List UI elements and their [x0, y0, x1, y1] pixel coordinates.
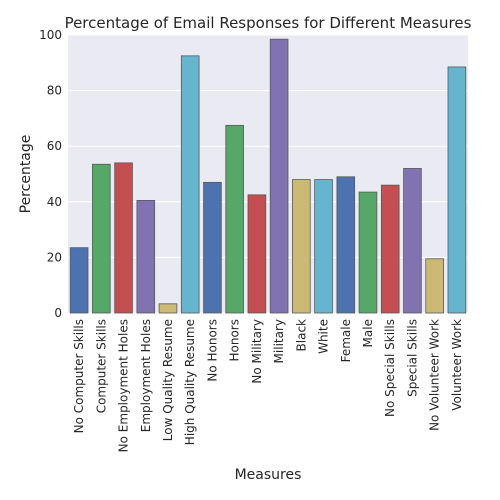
- bar-no-computer-skills: [69, 247, 89, 314]
- bar-no-special-skills: [380, 184, 400, 314]
- x-tick-label: Black: [294, 319, 308, 352]
- bar-special-skills: [403, 168, 422, 314]
- chart-title: Percentage of Email Responses for Differ…: [65, 14, 472, 32]
- x-tick-label: No Volunteer Work: [428, 319, 442, 431]
- bar-volunteer-work: [447, 66, 467, 314]
- x-tick-label: Employment Holes: [139, 319, 153, 432]
- x-tick-label: Special Skills: [405, 319, 419, 397]
- y-axis-ticks: 0 20 40 60 80 100: [39, 28, 62, 320]
- x-tick-label: Computer Skills: [94, 319, 108, 413]
- x-tick-label: No Employment Holes: [117, 319, 131, 452]
- x-tick-label: Volunteer Work: [450, 319, 464, 411]
- x-tick-label: Male: [361, 319, 375, 347]
- x-tick-label: White: [317, 319, 331, 354]
- bars: [69, 38, 467, 314]
- bar-black: [292, 179, 311, 314]
- y-tick-label: 0: [54, 306, 62, 320]
- y-tick-label: 80: [47, 84, 62, 98]
- x-tick-label: No Computer Skills: [72, 319, 86, 433]
- x-tick-label: No Special Skills: [383, 319, 397, 417]
- bar-computer-skills: [92, 163, 111, 314]
- bar-military: [269, 38, 289, 314]
- grid-lines: [68, 34, 468, 314]
- bar-no-employment-holes: [114, 162, 133, 314]
- bar-no-honors: [203, 181, 222, 314]
- y-tick-label: 20: [47, 250, 62, 264]
- x-tick-label: Honors: [228, 319, 242, 362]
- bar-white: [314, 179, 333, 314]
- bar-no-volunteer-work: [425, 258, 444, 314]
- y-tick-label: 100: [39, 28, 62, 42]
- x-tick-label: No Honors: [205, 319, 219, 382]
- y-tick-label: 40: [47, 195, 62, 209]
- bar-male: [358, 191, 378, 314]
- bar-no-military: [247, 194, 267, 314]
- bar-honors: [225, 124, 244, 314]
- bar-high-quality-resume: [180, 55, 200, 314]
- x-tick-label: No Military: [250, 319, 264, 384]
- x-tick-label: Low Quality Resume: [161, 319, 175, 441]
- x-tick-label: High Quality Resume: [183, 319, 197, 445]
- x-tick-label: Military: [272, 319, 286, 363]
- x-axis-label: Measures: [235, 467, 302, 483]
- y-tick-label: 60: [47, 139, 62, 153]
- x-axis-ticks: No Computer Skills Computer Skills No Empl…: [72, 319, 464, 452]
- bar-employment-holes: [136, 200, 156, 314]
- bar-female: [336, 176, 356, 314]
- plot-background: [68, 35, 468, 313]
- y-axis-label: Percentage: [18, 135, 34, 214]
- x-tick-label: Female: [339, 319, 353, 362]
- bar-low-quality-resume: [158, 303, 178, 314]
